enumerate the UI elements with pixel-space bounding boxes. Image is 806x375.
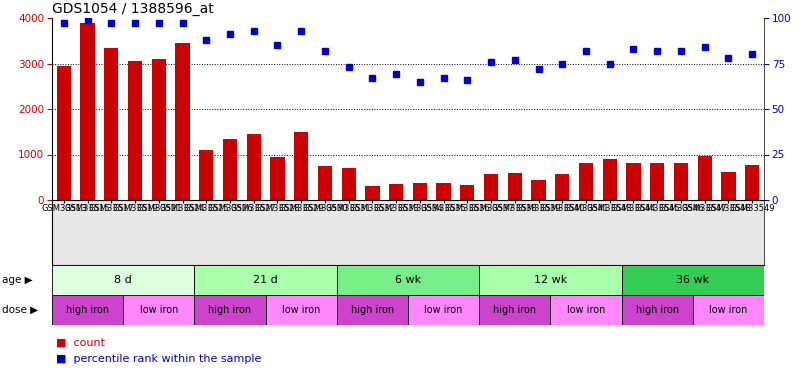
Text: high iron: high iron xyxy=(209,305,251,315)
Bar xyxy=(480,295,550,325)
Bar xyxy=(693,295,764,325)
Text: high iron: high iron xyxy=(636,305,679,315)
Bar xyxy=(555,174,569,200)
Bar xyxy=(550,295,621,325)
Text: 36 wk: 36 wk xyxy=(676,275,709,285)
Bar xyxy=(52,295,123,325)
Bar xyxy=(81,22,95,200)
Bar xyxy=(52,200,764,265)
Bar xyxy=(194,295,266,325)
Bar xyxy=(52,265,194,295)
Bar xyxy=(437,183,451,200)
Bar xyxy=(674,163,688,200)
Text: 21 d: 21 d xyxy=(253,275,278,285)
Bar xyxy=(365,186,380,200)
Bar xyxy=(176,43,189,200)
Bar xyxy=(460,184,475,200)
Bar xyxy=(484,174,498,200)
Bar xyxy=(408,295,480,325)
Text: ■  count: ■ count xyxy=(56,338,105,348)
Bar xyxy=(650,163,664,200)
Text: 12 wk: 12 wk xyxy=(534,275,567,285)
Bar xyxy=(579,163,593,200)
Text: low iron: low iron xyxy=(139,305,178,315)
Bar xyxy=(603,159,617,200)
Bar xyxy=(337,295,408,325)
Bar xyxy=(413,183,427,200)
Text: low iron: low iron xyxy=(567,305,605,315)
Text: high iron: high iron xyxy=(66,305,109,315)
Bar xyxy=(621,265,764,295)
Text: GDS1054 / 1388596_at: GDS1054 / 1388596_at xyxy=(52,2,214,16)
Bar xyxy=(104,48,118,200)
Text: low iron: low iron xyxy=(425,305,463,315)
Bar xyxy=(626,163,641,200)
Text: high iron: high iron xyxy=(493,305,536,315)
Bar xyxy=(247,134,261,200)
Bar xyxy=(745,165,759,200)
Bar xyxy=(531,180,546,200)
Bar xyxy=(270,157,285,200)
Bar xyxy=(194,265,337,295)
Bar xyxy=(697,156,712,200)
Bar xyxy=(721,172,736,200)
Bar xyxy=(199,150,214,200)
Bar xyxy=(123,295,194,325)
Bar xyxy=(128,61,142,200)
Bar xyxy=(508,173,522,200)
Text: ■  percentile rank within the sample: ■ percentile rank within the sample xyxy=(56,354,261,364)
Text: low iron: low iron xyxy=(709,305,748,315)
Text: dose ▶: dose ▶ xyxy=(2,305,39,315)
Bar xyxy=(318,166,332,200)
Bar xyxy=(389,184,403,200)
Bar xyxy=(337,265,480,295)
Bar xyxy=(621,295,693,325)
Bar xyxy=(342,168,355,200)
Text: low iron: low iron xyxy=(282,305,321,315)
Bar xyxy=(480,265,621,295)
Text: age ▶: age ▶ xyxy=(2,275,33,285)
Bar xyxy=(223,139,237,200)
Text: 8 d: 8 d xyxy=(114,275,132,285)
Bar xyxy=(266,295,337,325)
Bar xyxy=(152,59,166,200)
Bar xyxy=(294,132,309,200)
Text: high iron: high iron xyxy=(351,305,394,315)
Bar xyxy=(56,66,71,200)
Text: 6 wk: 6 wk xyxy=(395,275,421,285)
